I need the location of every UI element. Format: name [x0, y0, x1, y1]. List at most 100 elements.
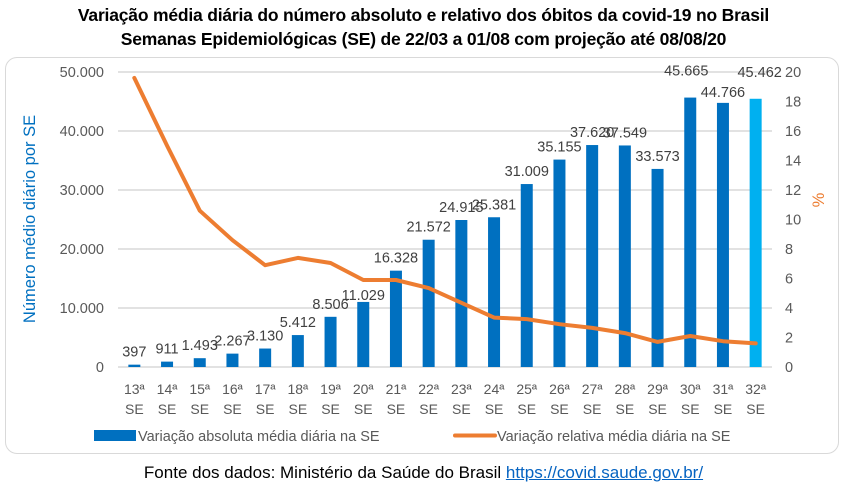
bar-data-label: 45.462 [737, 65, 781, 81]
chart-title-line2: Semanas Epidemiológicas (SE) de 22/03 a … [120, 29, 727, 49]
x-tick-label: 25ª [516, 381, 538, 397]
y2-tick-label: 16 [785, 124, 801, 140]
x-tick-label: 15ª [189, 381, 211, 397]
bar [291, 335, 304, 367]
legend: Variação absoluta média diária na SE Var… [94, 429, 731, 445]
x-tick-label-sub: SE [746, 401, 765, 417]
x-tick-label: 14ª [157, 381, 179, 397]
bar [618, 145, 631, 367]
x-tick-label-sub: SE [190, 401, 209, 417]
category-axis-labels: 13ª SE 14ª SE 15ª SE 16ª SE 17ª SE 18ª SE 19ª SE 20ª SE… [124, 381, 767, 417]
y2-tick-label: 6 [785, 272, 793, 288]
x-tick-label: 30ª [680, 381, 702, 397]
x-tick-label-sub: SE [485, 401, 504, 417]
bar-data-label: 21.572 [406, 220, 450, 236]
relative-variation-line [132, 75, 758, 346]
bar [259, 348, 272, 367]
bar-data-label: 35.155 [537, 140, 581, 156]
bar-data-label: 11.029 [342, 288, 385, 304]
y2-tick-label: 2 [785, 331, 793, 347]
y-tick-label: 0 [96, 360, 104, 376]
x-tick-label: 13ª [124, 381, 146, 397]
source-link[interactable]: https://covid.saude.gov.br/ [505, 463, 704, 482]
bar [161, 361, 174, 367]
y2-tick-label: 8 [785, 242, 793, 258]
y-tick-label: 10.000 [60, 301, 104, 317]
bar [128, 364, 141, 367]
bar-data-label: 3.130 [247, 329, 283, 345]
bar [193, 358, 206, 367]
bar [716, 102, 729, 367]
bar-data-label: 1.493 [182, 338, 218, 354]
bar-data-label: 8.506 [312, 297, 348, 313]
right-axis-title: % [810, 192, 828, 207]
source-prefix: Fonte dos dados: Ministério da Saúde do … [143, 463, 502, 482]
x-tick-label: 27ª [582, 381, 604, 397]
bar-data-label: 5.412 [280, 315, 316, 331]
x-tick-label-sub: SE [256, 401, 275, 417]
bar-data-label: 33.573 [635, 149, 679, 165]
bar-data-label: 16.328 [374, 251, 418, 267]
bar [357, 301, 370, 367]
bar-data-label: 911 [155, 342, 178, 358]
x-tick-label-sub: SE [583, 401, 602, 417]
x-tick-label-sub: SE [452, 401, 471, 417]
y2-tick-label: 4 [785, 301, 793, 317]
legend-line-label: Variação relativa média diária na SE [497, 429, 731, 445]
y2-tick-label: 14 [785, 154, 801, 170]
x-tick-label-sub: SE [158, 401, 177, 417]
x-tick-label-sub: SE [517, 401, 536, 417]
bar [586, 145, 599, 367]
bar-data-label: 2.267 [214, 334, 250, 350]
bar [455, 220, 468, 367]
bar-series [128, 97, 762, 367]
y2-tick-label: 0 [785, 360, 793, 376]
bar-data-label: 397 [122, 345, 146, 361]
x-tick-label: 19ª [320, 381, 342, 397]
bar [520, 184, 533, 367]
y-tick-label: 30.000 [60, 183, 104, 199]
x-tick-label: 18ª [287, 381, 309, 397]
y-tick-label: 40.000 [60, 124, 104, 140]
x-tick-label: 22ª [418, 381, 440, 397]
x-tick-label-sub: SE [289, 401, 308, 417]
legend-bar-swatch [94, 430, 136, 441]
bar [488, 217, 501, 367]
x-tick-label-sub: SE [321, 401, 340, 417]
bar-data-label: 37.549 [603, 125, 647, 141]
x-tick-label-sub: SE [714, 401, 733, 417]
legend-bar-label: Variação absoluta média diária na SE [138, 429, 380, 445]
bar-data-label: 24.915 [439, 200, 483, 216]
chart-title-line1: Variação média diária do número absoluto… [77, 5, 770, 25]
left-axis-ticks: 0 10.000 20.000 30.000 40.000 50.000 [60, 65, 104, 376]
x-tick-label-sub: SE [616, 401, 635, 417]
y2-tick-label: 20 [785, 65, 801, 81]
y-tick-label: 20.000 [60, 242, 104, 258]
x-tick-label: 16ª [222, 381, 244, 397]
bar [324, 316, 337, 367]
x-tick-label-sub: SE [419, 401, 438, 417]
bar [553, 159, 566, 367]
x-tick-label: 31ª [713, 381, 735, 397]
x-tick-label: 17ª [255, 381, 277, 397]
y2-tick-label: 10 [785, 213, 801, 229]
x-tick-label-sub: SE [648, 401, 667, 417]
bar-data-label: 44.766 [701, 85, 745, 101]
x-tick-label-sub: SE [223, 401, 242, 417]
bar-data-label: 45.665 [664, 64, 708, 80]
bar [684, 97, 697, 367]
x-tick-label-sub: SE [387, 401, 406, 417]
x-tick-label-sub: SE [681, 401, 700, 417]
left-axis-title: Número médio diário por SE [21, 115, 39, 323]
bar-data-label: 25.381 [472, 197, 516, 213]
bar [749, 98, 762, 367]
x-tick-label-sub: SE [354, 401, 373, 417]
bar [226, 353, 239, 367]
right-axis-ticks: 0 2 4 6 8 10 12 14 16 18 20 [785, 65, 801, 376]
bar [389, 270, 402, 367]
x-tick-label: 24ª [484, 381, 506, 397]
x-tick-label: 28ª [614, 381, 636, 397]
x-tick-label: 21ª [386, 381, 408, 397]
bar-data-label: 31.009 [505, 164, 549, 180]
